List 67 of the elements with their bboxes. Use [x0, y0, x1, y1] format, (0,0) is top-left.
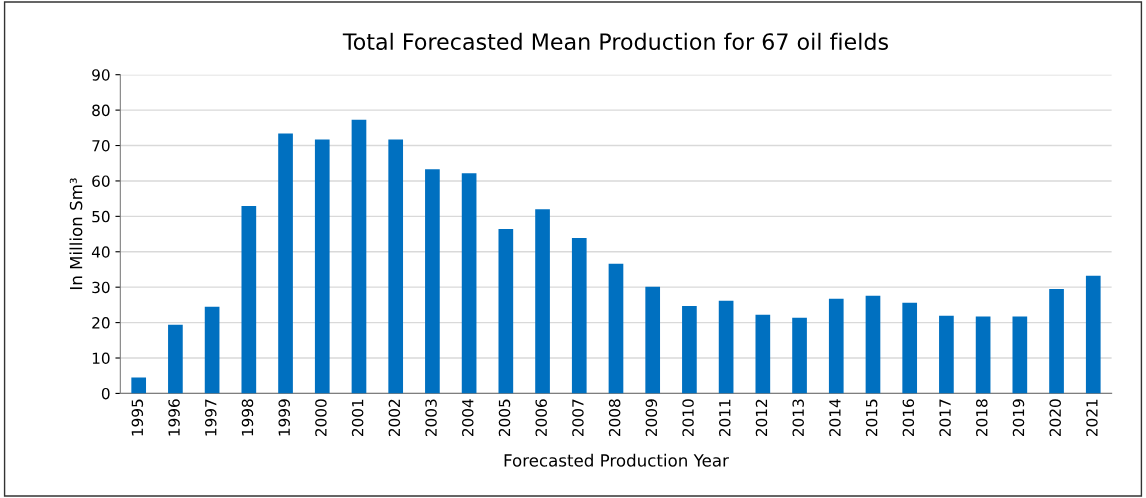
bar	[755, 314, 771, 394]
bar	[682, 305, 697, 394]
x-tick-label: 2003	[425, 399, 437, 437]
x-tick-label: 2015	[865, 399, 878, 437]
x-tick-label: 2007	[572, 399, 584, 437]
x-tick-label: 2001	[351, 399, 364, 437]
x-tick-label: 2010	[682, 399, 694, 437]
y-tick-label: 50	[92, 210, 110, 223]
bar	[1085, 275, 1101, 394]
x-tick-label: 2009	[645, 399, 658, 437]
x-tick-label: 2012	[755, 399, 768, 437]
y-tick-label: 20	[92, 317, 110, 329]
x-tick-label: 1996	[168, 399, 180, 436]
bar	[461, 173, 477, 394]
y-tick-label: 80	[92, 104, 110, 117]
bar	[535, 209, 550, 394]
bar	[828, 298, 844, 394]
bar	[278, 133, 293, 394]
chart-title: Total Forecasted Mean Production for 67 oil fields	[342, 32, 888, 51]
bar	[1049, 288, 1064, 394]
x-tick-label: 1998	[241, 399, 254, 436]
x-tick-label: 2020	[1049, 399, 1061, 437]
x-tick-label: 2000	[315, 399, 327, 437]
y-tick-label: 90	[92, 69, 110, 81]
y-tick-label: 70	[92, 139, 110, 152]
bar	[1012, 316, 1028, 394]
y-axis-title: In Million Sm³	[69, 178, 83, 290]
y-tick-label: 0	[101, 387, 110, 400]
x-tick-label: 2021	[1086, 399, 1098, 437]
bar	[314, 139, 330, 394]
x-tick-label: 2011	[719, 399, 731, 437]
bar	[241, 206, 257, 394]
x-tick-label: 2013	[792, 399, 804, 437]
x-tick-label: 2008	[608, 399, 621, 437]
y-tick-label: 60	[92, 175, 110, 187]
y-tick-label: 10	[92, 352, 110, 365]
bar	[388, 139, 404, 394]
bar	[902, 302, 918, 394]
x-tick-label: 2005	[498, 399, 511, 437]
bar	[498, 229, 514, 394]
bar	[792, 317, 807, 394]
x-tick-label: 2018	[976, 399, 988, 437]
bar	[645, 286, 661, 394]
bar	[608, 263, 624, 394]
x-tick-label: 2002	[388, 399, 401, 437]
x-tick-label: 2014	[829, 399, 841, 437]
bar	[939, 315, 954, 394]
bar	[865, 295, 881, 394]
x-tick-label: 1999	[278, 399, 290, 436]
x-tick-label: 1995	[131, 399, 144, 436]
y-tick-label: 30	[92, 281, 110, 294]
bar	[718, 300, 734, 394]
x-axis-title: Forecasted Production Year	[504, 453, 729, 467]
x-tick-label: 2019	[1012, 399, 1025, 437]
bar	[131, 377, 147, 394]
bar	[351, 119, 367, 394]
y-tick-label: 40	[91, 246, 110, 258]
bar	[168, 324, 183, 394]
x-tick-label: 2016	[902, 399, 915, 437]
x-tick-label: 2017	[939, 399, 951, 437]
bar	[204, 306, 220, 394]
x-tick-label: 2004	[461, 399, 474, 437]
bar	[975, 316, 991, 394]
x-tick-label: 2006	[535, 399, 547, 437]
bar	[571, 237, 587, 394]
x-tick-label: 1997	[204, 399, 217, 436]
bar	[425, 169, 440, 394]
